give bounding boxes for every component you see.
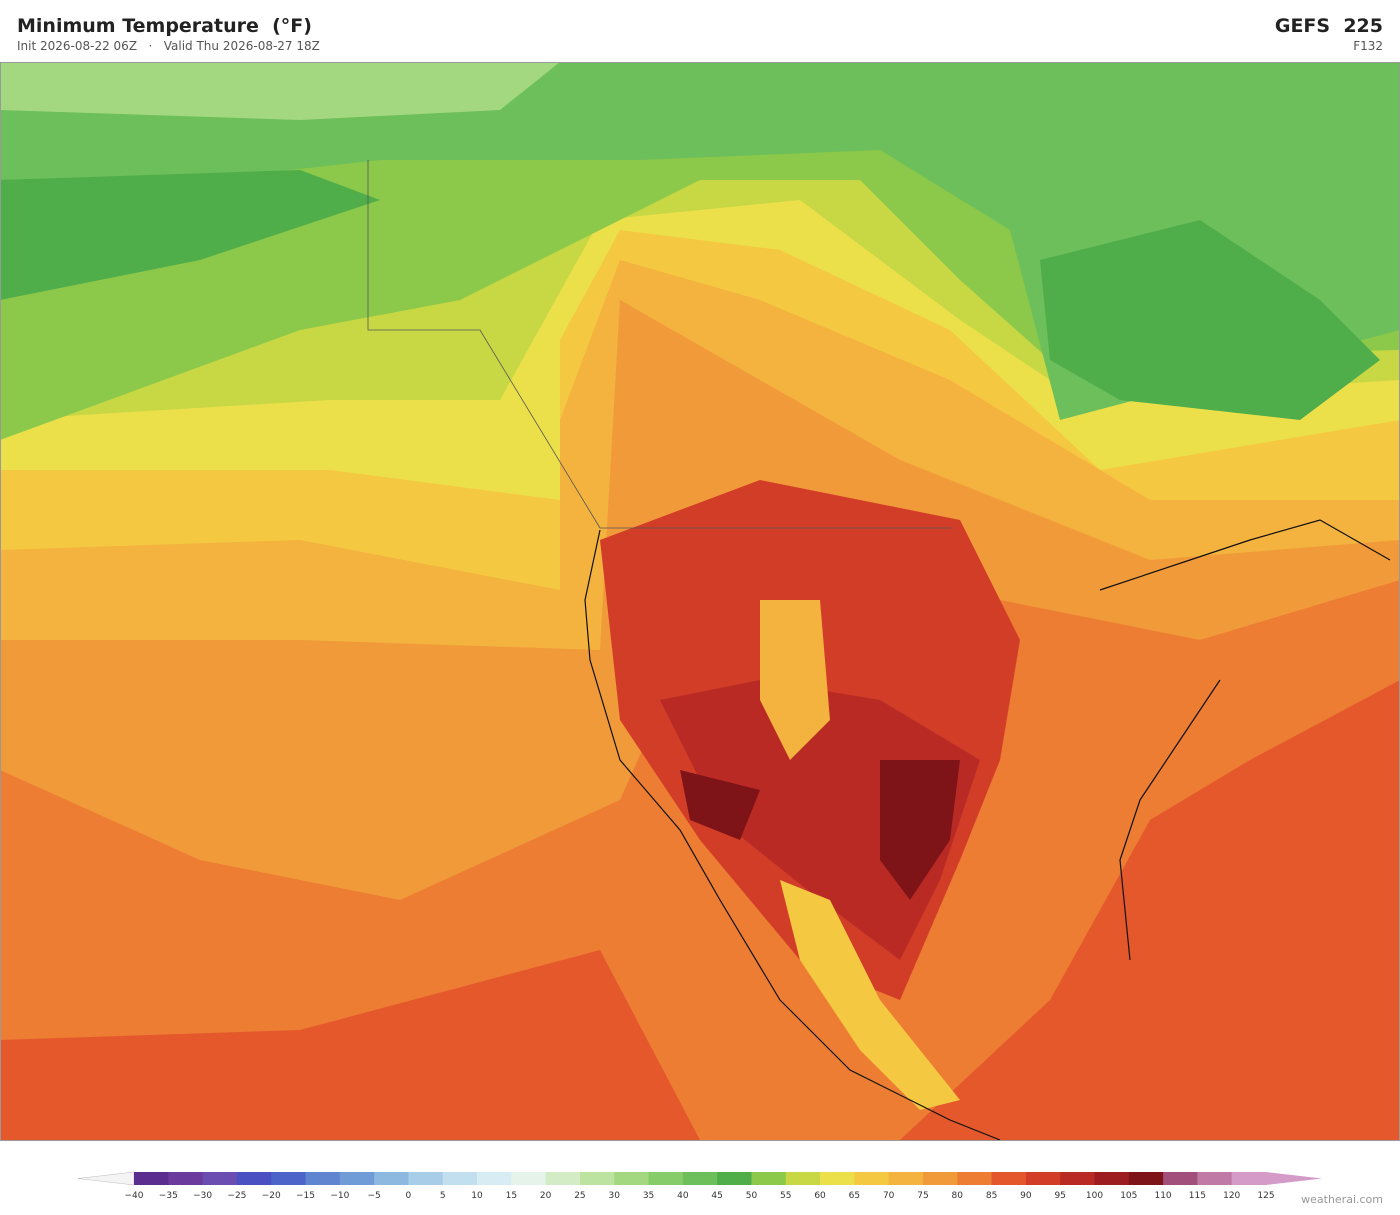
- colorbar-label: 75: [917, 1191, 928, 1200]
- colorbar-swatch: [1163, 1172, 1198, 1185]
- colorbar-label: 50: [746, 1191, 758, 1200]
- coastline: [1099, 519, 1391, 591]
- colorbar-swatch: [682, 1172, 718, 1185]
- colorbar-label: −25: [227, 1191, 246, 1200]
- colorbar-swatch: [717, 1172, 752, 1185]
- field-layer: [0, 62, 560, 120]
- coastline: [1119, 679, 1221, 961]
- colorbar-swatch: [1231, 1172, 1267, 1185]
- subtitle: Init 2026-08-22 06Z · Valid Thu 2026-08-…: [17, 39, 320, 53]
- colorbar-label: 10: [471, 1191, 483, 1200]
- colorbar-label: 5: [440, 1191, 446, 1200]
- colorbar-label: 0: [406, 1191, 412, 1200]
- colorbar-swatch: [545, 1172, 581, 1185]
- model-name: GEFS 225: [1274, 15, 1383, 37]
- field-layer: [760, 600, 830, 760]
- colorbar-swatch: [168, 1172, 204, 1185]
- colorbar-label: −35: [159, 1191, 178, 1200]
- colorbar-swatch: [957, 1172, 993, 1185]
- colorbar-swatch: [888, 1172, 924, 1185]
- colorbar-swatch: [1094, 1172, 1130, 1185]
- field-layer: [780, 880, 960, 1110]
- colorbar-swatch: [922, 1172, 958, 1185]
- colorbar-swatch: [785, 1172, 821, 1185]
- colorbar-swatch: [579, 1172, 615, 1185]
- colorbar-swatch: [202, 1172, 238, 1185]
- colorbar-label: 35: [643, 1191, 654, 1200]
- colorbar-label: 115: [1189, 1191, 1206, 1200]
- colorbar-swatch: [991, 1172, 1027, 1185]
- colorbar-label: 125: [1257, 1191, 1274, 1200]
- colorbar-swatch: [442, 1172, 478, 1185]
- colorbar-label: 70: [883, 1191, 895, 1200]
- field-layer: [660, 680, 980, 960]
- colorbar-label: 25: [574, 1191, 585, 1200]
- colorbar-swatch: [408, 1172, 444, 1185]
- credit: weatherai.com: [1301, 1193, 1383, 1206]
- title: Minimum Temperature (°F): [17, 15, 312, 37]
- colorbar-swatch: [1197, 1172, 1233, 1185]
- colorbar-swatch: [236, 1172, 272, 1185]
- field-layer: [1040, 220, 1380, 420]
- colorbar-label: −40: [125, 1191, 144, 1200]
- colorbar-label: 30: [609, 1191, 621, 1200]
- colorbar-label: 120: [1223, 1191, 1240, 1200]
- colorbar-label: −5: [367, 1191, 380, 1200]
- colorbar-swatch: [854, 1172, 890, 1185]
- border: [367, 160, 601, 529]
- colorbar-label: 40: [677, 1191, 689, 1200]
- map: [0, 62, 1400, 1141]
- coastline: [584, 529, 1001, 1141]
- colorbar-swatch: [648, 1172, 684, 1185]
- colorbar-label: 60: [814, 1191, 826, 1200]
- colorbar-label: −15: [296, 1191, 315, 1200]
- colorbar-label: 100: [1086, 1191, 1103, 1200]
- colorbar-swatch: [477, 1172, 512, 1185]
- colorbar-swatch: [511, 1172, 547, 1185]
- field-layer: [880, 760, 960, 900]
- colorbar-swatch: [134, 1172, 169, 1185]
- colorbar-swatch: [271, 1172, 307, 1185]
- colorbar-swatch: [751, 1172, 787, 1185]
- colorbar-label: 65: [849, 1191, 860, 1200]
- colorbar-label: 20: [540, 1191, 552, 1200]
- colorbar-label: 15: [506, 1191, 517, 1200]
- colorbar-label: −20: [262, 1191, 281, 1200]
- colorbar-label: 105: [1120, 1191, 1137, 1200]
- colorbar-swatch: [374, 1172, 409, 1185]
- colorbar-swatch: [820, 1172, 855, 1185]
- colorbar-swatch: [305, 1172, 341, 1185]
- colorbar-extension: [77, 1171, 135, 1186]
- colorbar-swatch: [1025, 1172, 1061, 1185]
- colorbar-label: 95: [1054, 1191, 1065, 1200]
- colorbar-swatch: [614, 1172, 650, 1185]
- field-layer: [0, 170, 380, 300]
- colorbar-label: 90: [1020, 1191, 1032, 1200]
- colorbar-swatch: [1128, 1172, 1164, 1185]
- colorbar-swatch: [339, 1172, 375, 1185]
- colorbar-label: 55: [780, 1191, 791, 1200]
- colorbar-label: 85: [986, 1191, 997, 1200]
- colorbar-extension: [1266, 1172, 1322, 1185]
- colorbar-label: −10: [330, 1191, 349, 1200]
- colorbar-label: 45: [711, 1191, 722, 1200]
- colorbar-swatch: [1060, 1172, 1095, 1185]
- colorbar-label: −30: [193, 1191, 212, 1200]
- colorbar-label: 80: [952, 1191, 964, 1200]
- colorbar: −40 −35 −30 −25 −20 −15 −10 −5 0 5 10 15 20 25 30 35 40 4…: [77, 1171, 1322, 1200]
- field-layer: [680, 770, 760, 840]
- forecast-hour: F132: [1353, 39, 1383, 53]
- colorbar-label: 110: [1154, 1191, 1171, 1200]
